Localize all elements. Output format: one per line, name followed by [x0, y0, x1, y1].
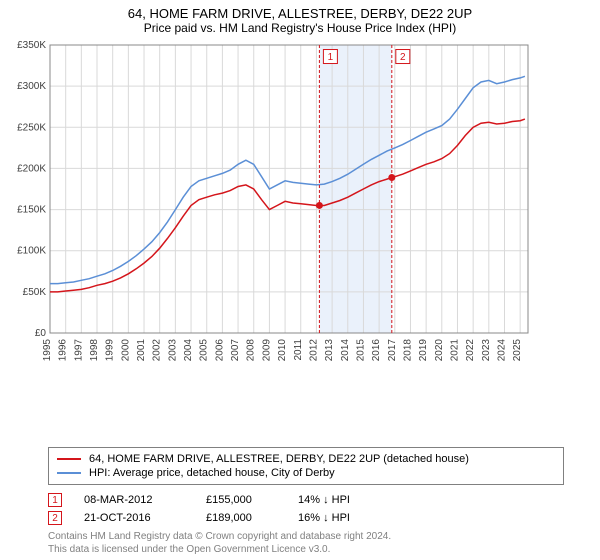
x-tick-label: 2010 — [277, 339, 288, 361]
transaction-table: 1 08-MAR-2012 £155,000 14% ↓ HPI 2 21-OCT-201… — [48, 491, 564, 527]
x-tick-label: 2012 — [308, 339, 319, 361]
x-tick-label: 1997 — [73, 339, 84, 361]
legend-row: 64, HOME FARM DRIVE, ALLESTREE, DERBY, D… — [57, 452, 555, 466]
marker-dot — [316, 202, 323, 209]
transaction-price: £155,000 — [206, 494, 276, 506]
x-tick-label: 2007 — [230, 339, 241, 361]
transaction-date: 21-OCT-2016 — [84, 512, 184, 524]
x-tick-label: 2005 — [199, 339, 210, 361]
transaction-row: 1 08-MAR-2012 £155,000 14% ↓ HPI — [48, 491, 564, 509]
footer-line: Contains HM Land Registry data © Crown c… — [48, 531, 564, 544]
x-tick-label: 2022 — [465, 339, 476, 361]
x-tick-label: 1999 — [105, 339, 116, 361]
x-tick-label: 2006 — [214, 339, 225, 361]
x-tick-label: 2013 — [324, 339, 335, 361]
series-hpi — [50, 76, 525, 283]
y-tick-label: £50K — [23, 287, 47, 298]
line-chart: £0 £50K £100K £150K £200K £250K £300K £350K 1995… — [10, 41, 550, 361]
x-tick-label: 2003 — [167, 339, 178, 361]
transaction-pct: 14% ↓ HPI — [298, 494, 388, 506]
chart-title: 64, HOME FARM DRIVE, ALLESTREE, DERBY, D… — [10, 6, 590, 21]
transaction-marker: 1 — [48, 493, 62, 507]
chart-subtitle: Price paid vs. HM Land Registry's House … — [10, 21, 590, 35]
shaded-band — [319, 45, 391, 333]
transaction-pct: 16% ↓ HPI — [298, 512, 388, 524]
marker-dot — [388, 174, 395, 181]
chart-container: 64, HOME FARM DRIVE, ALLESTREE, DERBY, D… — [0, 0, 600, 560]
marker-label: 2 — [400, 52, 406, 63]
x-tick-label: 2015 — [355, 339, 366, 361]
x-tick-label: 2019 — [418, 339, 429, 361]
y-tick-label: £0 — [35, 328, 47, 339]
x-tick-label: 2002 — [152, 339, 163, 361]
legend: 64, HOME FARM DRIVE, ALLESTREE, DERBY, D… — [48, 447, 564, 485]
x-tick-label: 2000 — [120, 339, 131, 361]
y-tick-label: £200K — [17, 163, 46, 174]
x-tick-label: 2023 — [481, 339, 492, 361]
transaction-price: £189,000 — [206, 512, 276, 524]
x-tick-label: 2011 — [293, 339, 304, 361]
x-tick-label: 2024 — [496, 339, 507, 361]
transaction-row: 2 21-OCT-2016 £189,000 16% ↓ HPI — [48, 509, 564, 527]
x-tick-label: 2017 — [387, 339, 398, 361]
x-tick-label: 2009 — [261, 339, 272, 361]
y-tick-label: £250K — [17, 122, 46, 133]
x-tick-label: 2016 — [371, 339, 382, 361]
legend-swatch — [57, 458, 81, 460]
legend-row: HPI: Average price, detached house, City… — [57, 466, 555, 480]
y-tick-label: £150K — [17, 205, 46, 216]
x-tick-label: 2001 — [136, 339, 147, 361]
y-tick-label: £100K — [17, 246, 46, 257]
marker-label: 1 — [328, 52, 334, 63]
footer-attribution: Contains HM Land Registry data © Crown c… — [48, 531, 564, 556]
x-tick-label: 2018 — [402, 339, 413, 361]
y-tick-label: £300K — [17, 81, 46, 92]
x-tick-label: 1998 — [89, 339, 100, 361]
plot-border — [50, 45, 528, 333]
x-tick-label: 1996 — [58, 339, 69, 361]
legend-swatch — [57, 472, 81, 474]
x-tick-label: 2008 — [246, 339, 257, 361]
y-tick-label: £350K — [17, 41, 46, 51]
x-tick-label: 2004 — [183, 339, 194, 361]
transaction-date: 08-MAR-2012 — [84, 494, 184, 506]
chart-area: £0 £50K £100K £150K £200K £250K £300K £350K 1995… — [10, 41, 590, 441]
x-tick-label: 1995 — [42, 339, 53, 361]
x-tick-label: 2025 — [512, 339, 523, 361]
x-tick-label: 2021 — [449, 339, 460, 361]
legend-label: 64, HOME FARM DRIVE, ALLESTREE, DERBY, D… — [89, 453, 469, 465]
footer-line: This data is licensed under the Open Gov… — [48, 544, 564, 557]
legend-label: HPI: Average price, detached house, City… — [89, 467, 335, 479]
transaction-marker: 2 — [48, 511, 62, 525]
x-tick-label: 2014 — [340, 339, 351, 361]
x-tick-label: 2020 — [434, 339, 445, 361]
